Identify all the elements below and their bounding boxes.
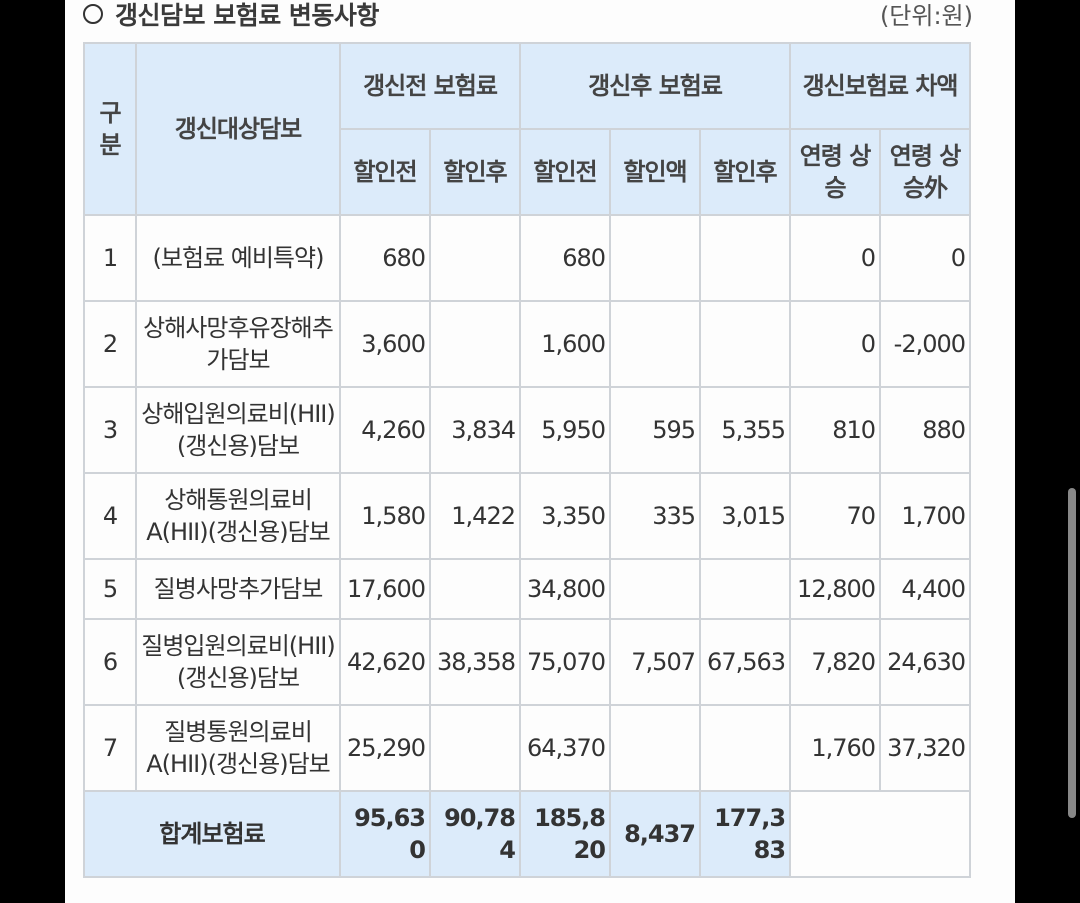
header-after-post: 할인후: [698, 128, 792, 216]
after-pre-value: 3,350: [519, 472, 611, 560]
section-title: 갱신담보 보험료 변동사항: [115, 1, 379, 30]
age-up-value: 12,800: [789, 558, 882, 620]
age-up-value: 1,760: [789, 704, 882, 792]
after-discount-value: [609, 300, 701, 388]
age-up-value: 70: [789, 472, 882, 560]
header-category: 구분: [83, 42, 137, 216]
section-header: 갱신담보 보험료 변동사항 (단위:원): [83, 0, 973, 38]
age-other-value: 4,400: [879, 558, 972, 620]
after-post-value: 67,563: [698, 618, 792, 706]
before-pre-value: 4,260: [339, 386, 431, 474]
coverage-name: (보험료 예비특약): [135, 214, 341, 302]
row-number: 5: [83, 558, 137, 620]
table-row: 4 상해통원의료비A(HII)(갱신용)담보 1,580 1,422 3,350 335 3…: [83, 472, 972, 560]
before-pre-value: 17,600: [339, 558, 431, 620]
after-post-value: 3,015: [698, 472, 792, 560]
age-up-value: 810: [789, 386, 882, 474]
table-row: 1 (보험료 예비특약) 680 680 0 0: [83, 214, 972, 302]
age-other-value: 0: [879, 214, 972, 302]
total-blank-cell: [789, 790, 972, 878]
header-before-pre: 할인전: [339, 128, 431, 216]
row-number: 6: [83, 618, 137, 706]
table-row: 6 질병입원의료비(HII)(갱신용)담보 42,620 38,358 75,070 7,…: [83, 618, 972, 706]
age-up-value: 0: [789, 214, 882, 302]
after-discount-value: 595: [609, 386, 701, 474]
age-up-value: 0: [789, 300, 882, 388]
before-pre-value: 1,580: [339, 472, 431, 560]
row-number: 4: [83, 472, 137, 560]
header-age-other: 연령 상승外: [879, 128, 972, 216]
coverage-name: 질병통원의료비A(HII)(갱신용)담보: [135, 704, 341, 792]
before-pre-value: 680: [339, 214, 431, 302]
total-label: 합계보험료: [83, 790, 341, 878]
header-diff-group: 갱신보험료 차액: [789, 42, 972, 130]
after-pre-value: 5,950: [519, 386, 611, 474]
after-discount-value: [609, 704, 701, 792]
total-row: 합계보험료 95,630 90,784 185,820 8,437 177,383: [83, 790, 972, 878]
age-other-value: -2,000: [879, 300, 972, 388]
after-discount-value: [609, 558, 701, 620]
header-after-pre: 할인전: [519, 128, 611, 216]
total-before-pre: 95,630: [339, 790, 431, 878]
after-post-value: [698, 300, 792, 388]
age-other-value: 37,320: [879, 704, 972, 792]
after-pre-value: 680: [519, 214, 611, 302]
after-post-value: [698, 558, 792, 620]
table-row: 5 질병사망추가담보 17,600 34,800 12,800 4,400: [83, 558, 972, 620]
after-discount-value: [609, 214, 701, 302]
before-post-value: [429, 214, 521, 302]
after-pre-value: 64,370: [519, 704, 611, 792]
total-after-pre: 185,820: [519, 790, 611, 878]
header-before-group: 갱신전 보험료: [339, 42, 521, 130]
age-other-value: 24,630: [879, 618, 972, 706]
coverage-name: 상해사망후유장해추가담보: [135, 300, 341, 388]
after-pre-value: 34,800: [519, 558, 611, 620]
after-discount-value: 7,507: [609, 618, 701, 706]
coverage-name: 질병입원의료비(HII)(갱신용)담보: [135, 618, 341, 706]
before-post-value: 38,358: [429, 618, 521, 706]
header-after-amount: 할인액: [609, 128, 701, 216]
after-post-value: 5,355: [698, 386, 792, 474]
after-pre-value: 75,070: [519, 618, 611, 706]
before-pre-value: 42,620: [339, 618, 431, 706]
row-number: 2: [83, 300, 137, 388]
coverage-name: 상해통원의료비A(HII)(갱신용)담보: [135, 472, 341, 560]
header-before-post: 할인후: [429, 128, 521, 216]
before-post-value: 3,834: [429, 386, 521, 474]
circle-bullet-icon: [83, 4, 103, 24]
coverage-name: 상해입원의료비(HII)(갱신용)담보: [135, 386, 341, 474]
table-row: 7 질병통원의료비A(HII)(갱신용)담보 25,290 64,370 1,760 37…: [83, 704, 972, 792]
total-after-discount: 8,437: [609, 790, 701, 878]
unit-label: (단위:원): [879, 2, 973, 30]
after-post-value: [698, 214, 792, 302]
total-after-post: 177,383: [698, 790, 792, 878]
header-age-up: 연령 상승: [789, 128, 882, 216]
age-other-value: 880: [879, 386, 972, 474]
header-after-group: 갱신후 보험료: [518, 42, 792, 130]
before-post-value: 1,422: [429, 472, 521, 560]
header-coverage: 갱신대상담보: [135, 42, 341, 216]
table-row: 2 상해사망후유장해추가담보 3,600 1,600 0 -2,000: [83, 300, 972, 388]
before-pre-value: 3,600: [339, 300, 431, 388]
before-post-value: [429, 300, 521, 388]
coverage-name: 질병사망추가담보: [135, 558, 341, 620]
premium-change-table: 구분 갱신대상담보 갱신전 보험료 갱신후 보험료 갱신보험료 차액 할인전 할…: [83, 42, 972, 878]
row-number: 7: [83, 704, 137, 792]
total-before-post: 90,784: [429, 790, 521, 878]
after-pre-value: 1,600: [519, 300, 611, 388]
after-post-value: [698, 704, 792, 792]
row-number: 1: [83, 214, 137, 302]
before-post-value: [429, 704, 521, 792]
before-post-value: [429, 558, 521, 620]
scrollbar[interactable]: [1068, 488, 1076, 818]
table-row: 3 상해입원의료비(HII)(갱신용)담보 4,260 3,834 5,950 595 5,…: [83, 386, 972, 474]
after-discount-value: 335: [609, 472, 701, 560]
row-number: 3: [83, 386, 137, 474]
age-up-value: 7,820: [789, 618, 882, 706]
before-pre-value: 25,290: [339, 704, 431, 792]
age-other-value: 1,700: [879, 472, 972, 560]
